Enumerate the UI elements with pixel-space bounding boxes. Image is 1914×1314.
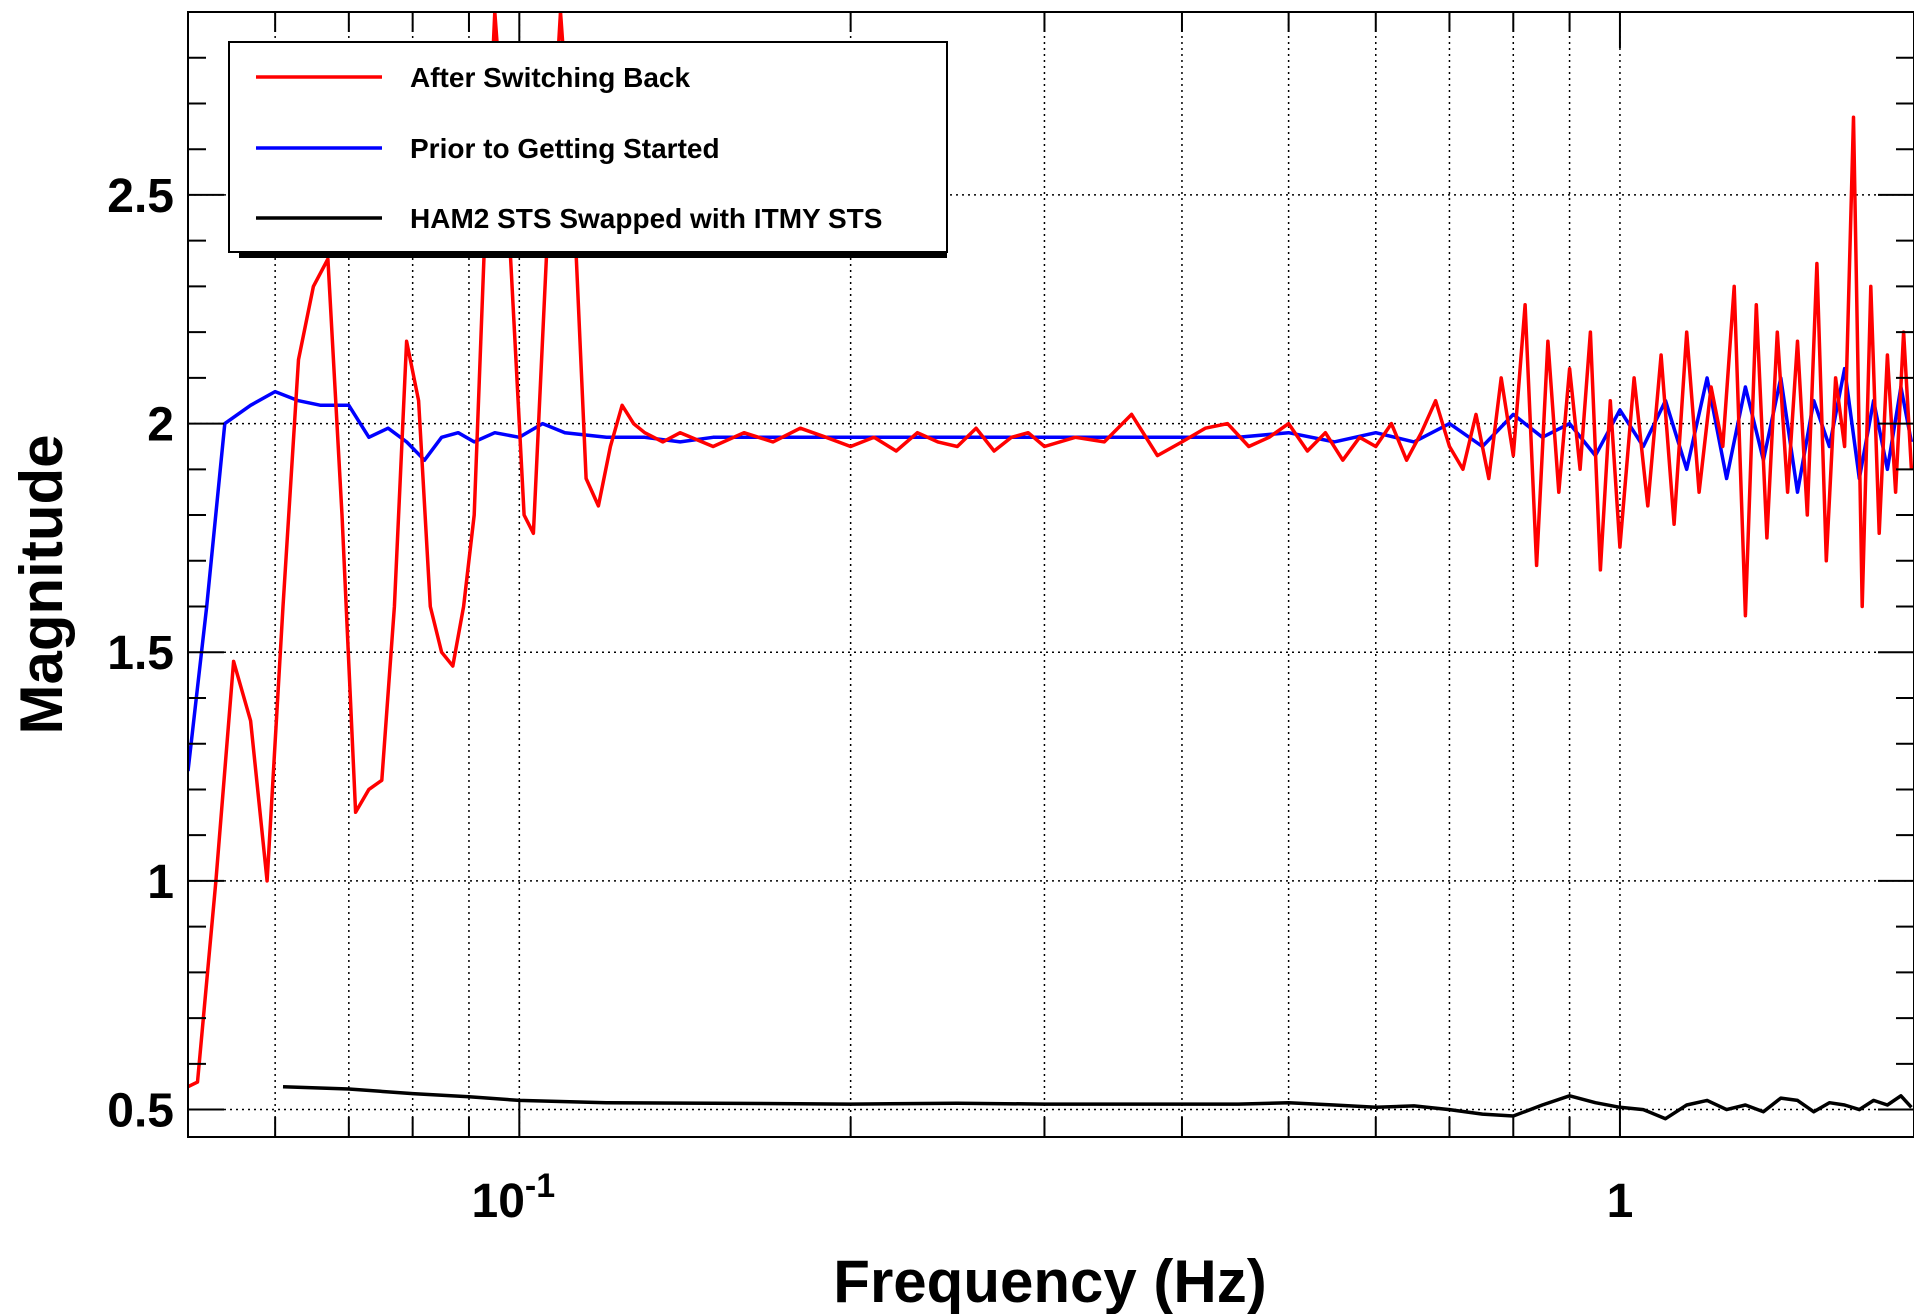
series-line-ham2-sts-swapped-with-itmy-sts [282,1084,1913,1121]
x-tick-label-base: 10 [472,1175,525,1228]
y-tick-label: 1 [147,856,174,909]
y-tick-label: 2.5 [107,170,174,223]
x-tick-label-exponent: -1 [525,1167,555,1205]
y-tick-label: 1.5 [107,627,174,680]
x-tick-labels: 10-1 1 [472,1167,1634,1228]
legend-entry-label: HAM2 STS Swapped with ITMY STS [410,203,882,234]
y-axis-title: Magnitude [8,435,75,735]
x-tick-label: 10-1 [472,1167,556,1228]
axis-ticks [187,11,1914,1137]
legend-entry-label: Prior to Getting Started [410,133,720,164]
y-tick-label: 0.5 [107,1085,174,1138]
y-tick-label: 2 [147,399,174,452]
legend: After Switching Back Prior to Getting Sta… [228,41,948,258]
plot-frame [187,11,1914,1138]
y-tick-labels: 0.5 1 1.5 2 2.5 [107,170,174,1138]
legend-entry-label: After Switching Back [410,62,690,93]
x-axis-title: Frequency (Hz) [833,1248,1266,1314]
series-line-after-switching-back [188,12,1914,1089]
plot-series [188,12,1914,1121]
x-tick-label: 1 [1607,1175,1634,1228]
